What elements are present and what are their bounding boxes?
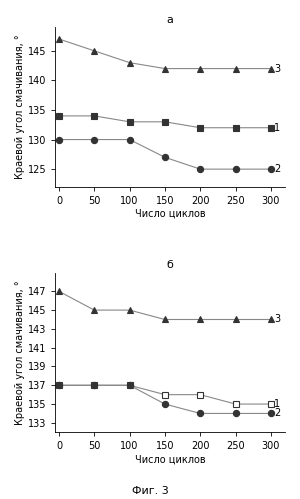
Text: 1: 1 bbox=[274, 399, 280, 409]
Text: 3: 3 bbox=[274, 314, 280, 324]
Text: Фиг. 3: Фиг. 3 bbox=[132, 486, 168, 496]
Title: а: а bbox=[167, 15, 174, 25]
Text: 2: 2 bbox=[274, 409, 281, 419]
Y-axis label: Краевой угол смачивания, °: Краевой угол смачивания, ° bbox=[15, 35, 25, 179]
X-axis label: Число циклов: Число циклов bbox=[135, 209, 206, 219]
Text: 1: 1 bbox=[274, 123, 280, 133]
Y-axis label: Краевой угол смачивания, °: Краевой угол смачивания, ° bbox=[15, 280, 25, 425]
X-axis label: Число циклов: Число циклов bbox=[135, 454, 206, 464]
Title: б: б bbox=[167, 260, 174, 270]
Text: 3: 3 bbox=[274, 63, 280, 73]
Text: 2: 2 bbox=[274, 164, 281, 174]
